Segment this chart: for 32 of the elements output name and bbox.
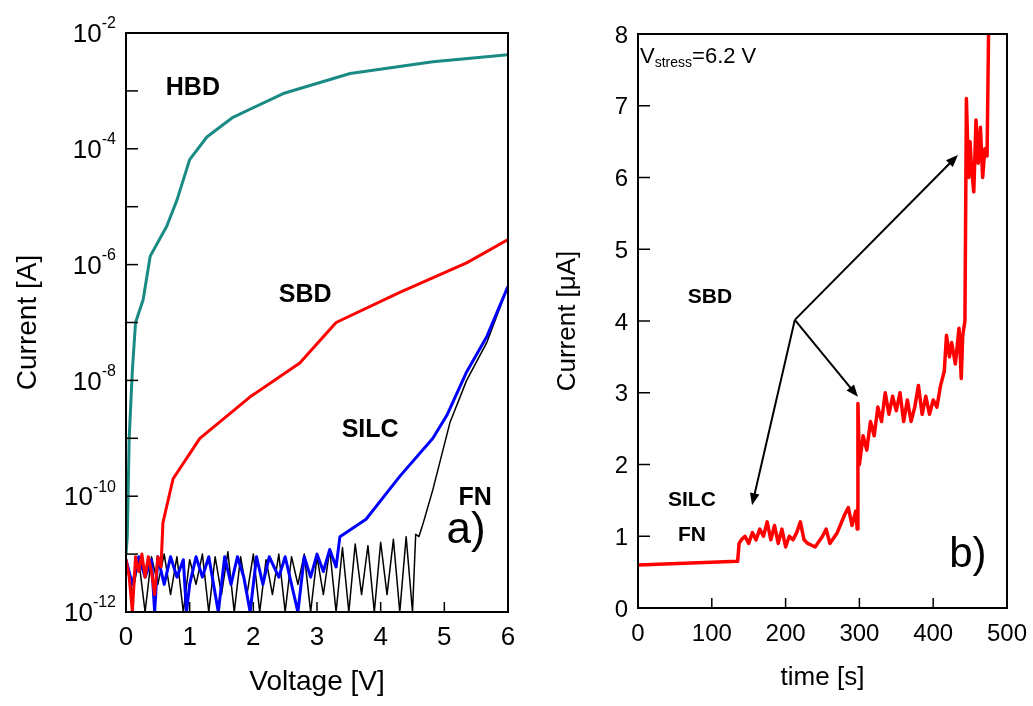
y-tick-label: 5 (614, 235, 629, 263)
x-axis-title: Voltage [V] (249, 664, 385, 696)
annotation: SILC (667, 486, 716, 510)
y-tick-label: 1 (614, 522, 629, 550)
x-tick-label: 4 (373, 621, 388, 652)
y-axis-title: Current [μA] (551, 250, 582, 392)
annotation: FN (458, 481, 492, 510)
y-tick-label: 8 (614, 20, 629, 48)
x-tick-label: 6 (500, 621, 516, 652)
y-tick-label: 4 (614, 307, 629, 335)
x-tick-label: 5 (437, 621, 452, 652)
annotation: FN (677, 521, 706, 545)
x-tick-label: 3 (309, 621, 325, 652)
annotation: SILC (341, 414, 399, 443)
y-axis-title: Current [A] (10, 254, 42, 391)
x-tick-label: 400 (913, 618, 954, 646)
y-tick-label: 2 (614, 451, 629, 479)
annotation: SBD (687, 283, 733, 307)
y-tick-label: 6 (614, 164, 629, 192)
annotation: SBD (278, 278, 332, 307)
x-tick-label: 100 (691, 618, 732, 646)
y-tick-label: 0 (614, 594, 629, 622)
x-tick-label: 1 (182, 621, 197, 652)
x-tick-label: 200 (765, 618, 806, 646)
y-tick-label: 3 (614, 379, 629, 407)
x-tick-label: 300 (839, 618, 880, 646)
x-tick-label: 2 (246, 621, 261, 652)
annotation: HBD (165, 71, 220, 100)
x-axis-title: time [s] (780, 661, 865, 692)
annotation: b) (949, 528, 987, 576)
x-tick-label: 500 (986, 618, 1028, 646)
y-tick-label: 7 (614, 92, 629, 120)
